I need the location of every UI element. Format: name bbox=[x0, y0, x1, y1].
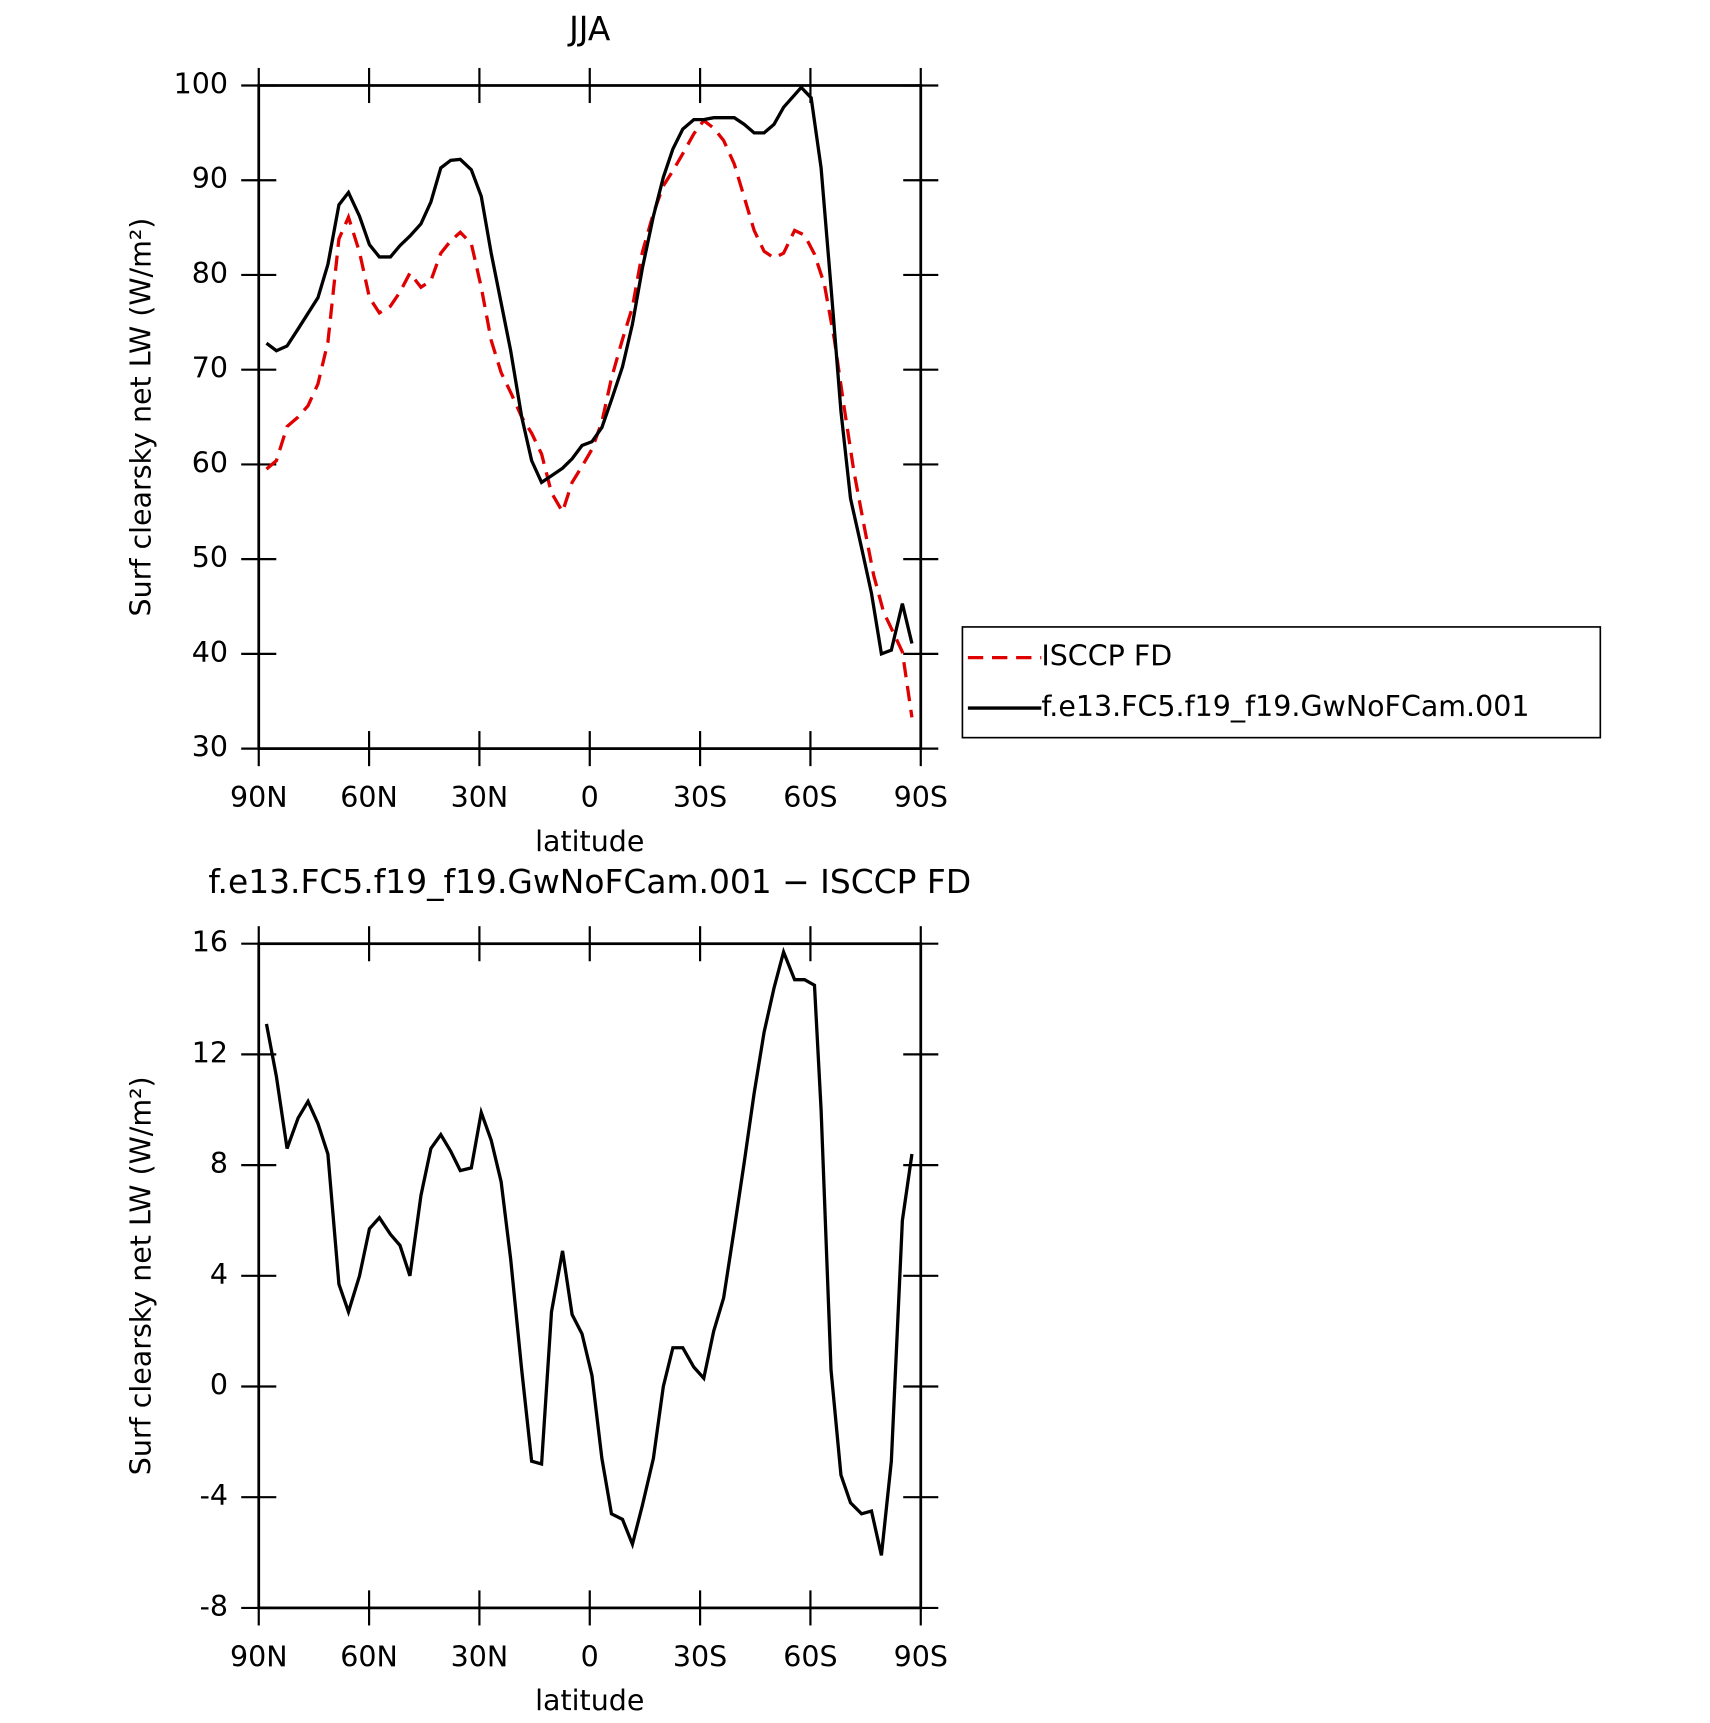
x-tick-label: 90S bbox=[894, 1640, 948, 1673]
x-tick-label: 60N bbox=[340, 781, 398, 814]
y-tick-label: -8 bbox=[200, 1590, 228, 1623]
y-axis-label: Surf clearsky net LW (W/m²) bbox=[125, 1076, 158, 1475]
x-tick-label: 0 bbox=[581, 781, 599, 814]
y-tick-label: 30 bbox=[192, 731, 228, 764]
y-tick-label: 8 bbox=[210, 1147, 228, 1180]
x-tick-label: 30N bbox=[451, 1640, 509, 1673]
legend-box bbox=[961, 626, 1602, 739]
x-tick-label: 30S bbox=[673, 1640, 727, 1673]
data-line bbox=[265, 84, 914, 657]
x-axis-label: latitude bbox=[535, 1684, 644, 1717]
x-tick-label: 60S bbox=[783, 1640, 837, 1673]
x-tick-label: 60S bbox=[783, 781, 837, 814]
y-tick-label: 80 bbox=[192, 257, 228, 290]
legend-label: ISCCP FD bbox=[1041, 640, 1172, 673]
x-tick-label: 60N bbox=[340, 1640, 398, 1673]
data-line bbox=[264, 946, 914, 1556]
y-tick-label: 4 bbox=[210, 1258, 228, 1291]
chart-title: JJA bbox=[567, 9, 611, 48]
plot-frame bbox=[257, 942, 923, 1610]
y-tick-label: 0 bbox=[210, 1369, 228, 1402]
legend-label: f.e13.FC5.f19_f19.GwNoFCam.001 bbox=[1041, 690, 1529, 723]
plot-frame bbox=[257, 84, 923, 750]
x-tick-label: 90S bbox=[894, 781, 948, 814]
y-tick-label: 70 bbox=[192, 352, 228, 385]
chart-title: f.e13.FC5.f19_f19.GwNoFCam.001 − ISCCP F… bbox=[208, 862, 971, 901]
y-tick-label: 50 bbox=[192, 541, 228, 574]
x-axis-label: latitude bbox=[535, 825, 644, 858]
x-tick-label: 90N bbox=[230, 1640, 288, 1673]
x-tick-label: 30S bbox=[673, 781, 727, 814]
y-tick-label: -4 bbox=[200, 1479, 228, 1512]
y-tick-label: 16 bbox=[192, 926, 228, 959]
y-tick-label: 90 bbox=[192, 162, 228, 195]
y-tick-label: 100 bbox=[174, 67, 228, 100]
data-line bbox=[265, 118, 914, 718]
y-axis-label: Surf clearsky net LW (W/m²) bbox=[125, 218, 158, 617]
y-tick-label: 60 bbox=[192, 446, 228, 479]
y-tick-label: 12 bbox=[192, 1036, 228, 1069]
x-tick-label: 90N bbox=[230, 781, 288, 814]
x-tick-label: 30N bbox=[451, 781, 509, 814]
x-tick-label: 0 bbox=[581, 1640, 599, 1673]
y-tick-label: 40 bbox=[192, 636, 228, 669]
